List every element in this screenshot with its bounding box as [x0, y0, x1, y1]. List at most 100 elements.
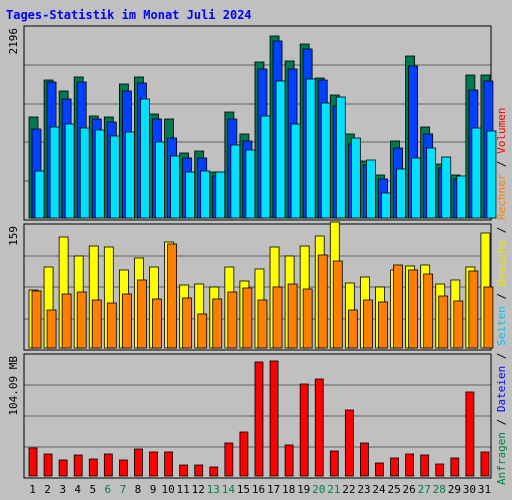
panel-requests-files-pages: 2196 — [7, 25, 497, 221]
bar-seiten-day-20 — [320, 102, 331, 219]
bar-rechner-day-22 — [347, 309, 358, 349]
bar-volumen-day-26 — [405, 453, 415, 477]
bar-seiten-day-14 — [230, 144, 241, 219]
bar-volumen-day-21 — [329, 450, 339, 477]
bar-seiten-day-4 — [79, 127, 90, 219]
bar-volumen-day-10 — [164, 451, 173, 477]
bar-rechner-day-5 — [91, 299, 102, 349]
x-tick-label: 29 — [448, 483, 461, 496]
bar-volumen-day-30 — [465, 391, 475, 477]
legend-entry: / — [495, 286, 508, 306]
bar-seiten-day-24 — [381, 192, 391, 219]
bar-volumen-day-8 — [134, 448, 143, 477]
legend-entry: Anfragen — [495, 432, 508, 485]
panel-volume: 104.09 MB — [7, 353, 492, 479]
bar-volumen-day-16 — [254, 361, 264, 477]
bar-seiten-day-8 — [140, 98, 150, 219]
legend-entry: Seiten — [495, 306, 508, 346]
bar-seiten-day-18 — [290, 123, 301, 219]
bar-volumen-day-6 — [103, 453, 113, 477]
bar-seiten-day-26 — [411, 157, 422, 219]
x-tick-label: 13 — [207, 483, 220, 496]
bar-seiten-day-6 — [109, 135, 120, 219]
x-tick-label: 18 — [282, 483, 295, 496]
x-tick-label: 16 — [252, 483, 265, 496]
x-tick-label: 3 — [59, 483, 66, 496]
bar-seiten-day-30 — [471, 127, 482, 219]
bar-rechner-day-7 — [121, 293, 132, 349]
vertical-legend: Anfragen / Dateien / Seiten / Besuche / … — [495, 107, 508, 485]
legend-entry: / — [495, 346, 508, 366]
bar-rechner-day-16 — [257, 299, 268, 349]
bar-rechner-day-2 — [46, 309, 57, 349]
y-max-label: 159 — [7, 226, 20, 246]
x-axis-day-labels: 1 2 3 4 5 6 7 8 9 10 11 12 13 14 15 16 17 18 19 20 21 22 23 24 2… — [29, 483, 491, 496]
x-tick-label: 20 — [312, 483, 325, 496]
legend-entry: Dateien — [495, 366, 508, 412]
x-tick-label: 26 — [403, 483, 416, 496]
x-tick-label: 8 — [135, 483, 142, 496]
x-tick-label: 7 — [120, 483, 127, 496]
y-max-label: 2196 — [7, 28, 20, 55]
x-tick-label: 6 — [105, 483, 112, 496]
x-tick-label: 21 — [327, 483, 340, 496]
x-tick-label: 24 — [372, 483, 386, 496]
legend-entry: Rechner — [495, 173, 508, 220]
bar-volumen-day-11 — [179, 464, 189, 477]
bar-volumen-day-14 — [224, 442, 234, 477]
bar-rechner-day-6 — [106, 302, 117, 349]
bar-seiten-day-25 — [396, 168, 406, 219]
bar-seiten-day-3 — [64, 123, 75, 219]
bar-seiten-day-27 — [426, 147, 437, 219]
bar-rechner-day-11 — [182, 297, 193, 349]
x-tick-label: 14 — [222, 483, 236, 496]
bar-seiten-day-9 — [155, 141, 165, 219]
bar-volumen-day-7 — [118, 459, 128, 477]
x-tick-label: 2 — [44, 483, 51, 496]
bar-rechner-day-21 — [332, 260, 343, 349]
bar-seiten-day-22 — [350, 137, 361, 219]
x-tick-label: 1 — [29, 483, 36, 496]
bar-seiten-day-7 — [124, 131, 135, 219]
bar-rechner-day-27 — [423, 273, 434, 349]
chart-title: Tages-Statistik im Monat Juli 2024 — [6, 8, 252, 22]
bar-seiten-day-19 — [305, 78, 316, 219]
x-tick-label: 12 — [192, 483, 205, 496]
bar-volumen-day-28 — [435, 463, 445, 477]
bar-rechner-day-29 — [453, 300, 464, 349]
legend-entry: / — [495, 220, 508, 240]
bar-rechner-day-26 — [408, 269, 419, 349]
bar-seiten-day-13 — [215, 171, 226, 219]
legend-entry: / — [495, 412, 508, 432]
x-tick-label: 11 — [177, 483, 190, 496]
x-tick-label: 28 — [433, 483, 446, 496]
bar-rechner-day-1 — [31, 290, 42, 349]
x-tick-label: 22 — [342, 483, 355, 496]
bar-rechner-day-12 — [197, 313, 208, 349]
bar-rechner-day-23 — [363, 299, 373, 349]
bar-rechner-day-17 — [272, 286, 283, 349]
x-tick-label: 19 — [297, 483, 310, 496]
bar-volumen-day-20 — [314, 378, 324, 477]
y-max-label: 104.09 MB — [7, 356, 20, 416]
legend-entry: Besuche — [495, 240, 508, 286]
bar-volumen-day-25 — [390, 457, 399, 477]
bar-volumen-day-23 — [360, 442, 369, 477]
bar-volumen-day-2 — [43, 453, 53, 477]
bar-seiten-day-2 — [49, 126, 60, 219]
bar-seiten-day-16 — [260, 115, 271, 219]
bar-rechner-day-25 — [393, 264, 403, 349]
bar-volumen-day-1 — [28, 447, 38, 477]
bar-rechner-day-4 — [76, 291, 87, 349]
x-tick-label: 23 — [357, 483, 370, 496]
bar-seiten-day-17 — [275, 80, 286, 219]
bar-volumen-day-13 — [209, 466, 219, 477]
bar-volumen-day-22 — [344, 409, 354, 477]
x-tick-label: 10 — [161, 483, 174, 496]
x-tick-label: 4 — [74, 483, 81, 496]
panel-visits-hosts: 159 — [7, 221, 494, 351]
bar-seiten-day-31 — [486, 130, 497, 219]
x-tick-label: 27 — [418, 483, 431, 496]
bar-seiten-day-23 — [366, 159, 376, 219]
bar-volumen-day-12 — [194, 464, 204, 477]
